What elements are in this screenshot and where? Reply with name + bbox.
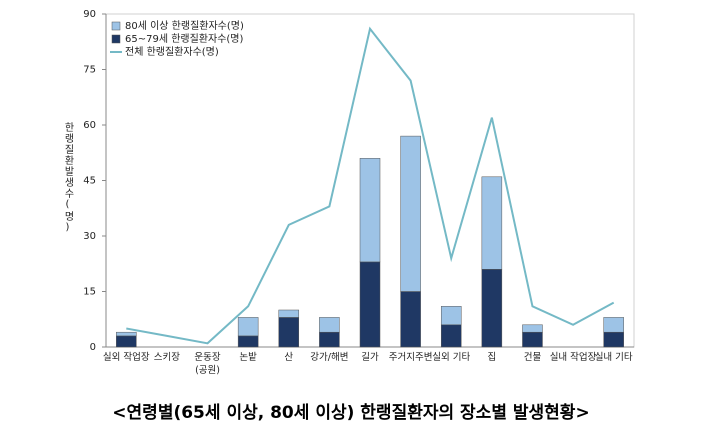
bar [278, 317, 300, 348]
x-tick-label: 길가 [361, 352, 379, 363]
x-tick-label: 건물 [523, 352, 542, 363]
y-tick-label: 0 [90, 342, 96, 353]
bar [319, 317, 340, 333]
legend-swatch [111, 34, 121, 44]
bar [400, 291, 421, 348]
x-tick-label: 논밭 [239, 352, 257, 363]
bar [481, 269, 503, 348]
y-tick-label: 15 [83, 287, 96, 298]
chart-title: <연령별(65세 이상, 80세 이상) 한랭질환자의 장소별 발생현황> [112, 403, 590, 423]
x-tick-label: 강가/해변 [310, 352, 349, 363]
x-tick-label: 실외 기타 [432, 352, 471, 363]
bar [359, 158, 381, 263]
x-tick-label: 산 [284, 352, 294, 363]
y-tick-label: 75 [83, 65, 96, 76]
x-tick-label: 주거지주변 [388, 352, 433, 363]
y-axis-label: 한랭질환발생수(명) [62, 122, 73, 234]
bar [237, 335, 259, 348]
legend-label: 전체 한랭질환자수(명) [125, 46, 219, 58]
bar [400, 135, 421, 292]
y-tick-label: 90 [83, 9, 96, 20]
bar [603, 317, 624, 333]
legend-label: 65~79세 한랭질환자수(명) [125, 33, 244, 45]
bar [319, 331, 340, 348]
bar [278, 309, 300, 318]
bar [237, 317, 259, 337]
y-tick-label: 45 [83, 176, 96, 187]
bar [440, 324, 462, 348]
bar [116, 335, 137, 348]
x-tick-label: 실내 작업장 [549, 352, 597, 363]
y-tick-label: 30 [83, 231, 96, 242]
x-tick-label: 실내 기타 [594, 352, 633, 363]
legend-swatch [111, 21, 121, 31]
y-tick-label: 60 [83, 120, 96, 131]
bar [522, 331, 543, 348]
bar [522, 324, 543, 333]
x-tick-label: 스키장 [153, 352, 181, 363]
x-tick-label: 운동장 (공원) [194, 352, 221, 376]
line [126, 26, 615, 345]
x-tick-label: 집 [487, 352, 497, 363]
legend-label: 80세 이상 한랭질환자수(명) [125, 20, 244, 32]
bar [481, 176, 503, 270]
bar [116, 331, 137, 337]
bar [440, 306, 462, 326]
bar [603, 331, 624, 348]
bar [359, 261, 381, 348]
x-tick-label: 실외 작업장 [102, 352, 150, 363]
